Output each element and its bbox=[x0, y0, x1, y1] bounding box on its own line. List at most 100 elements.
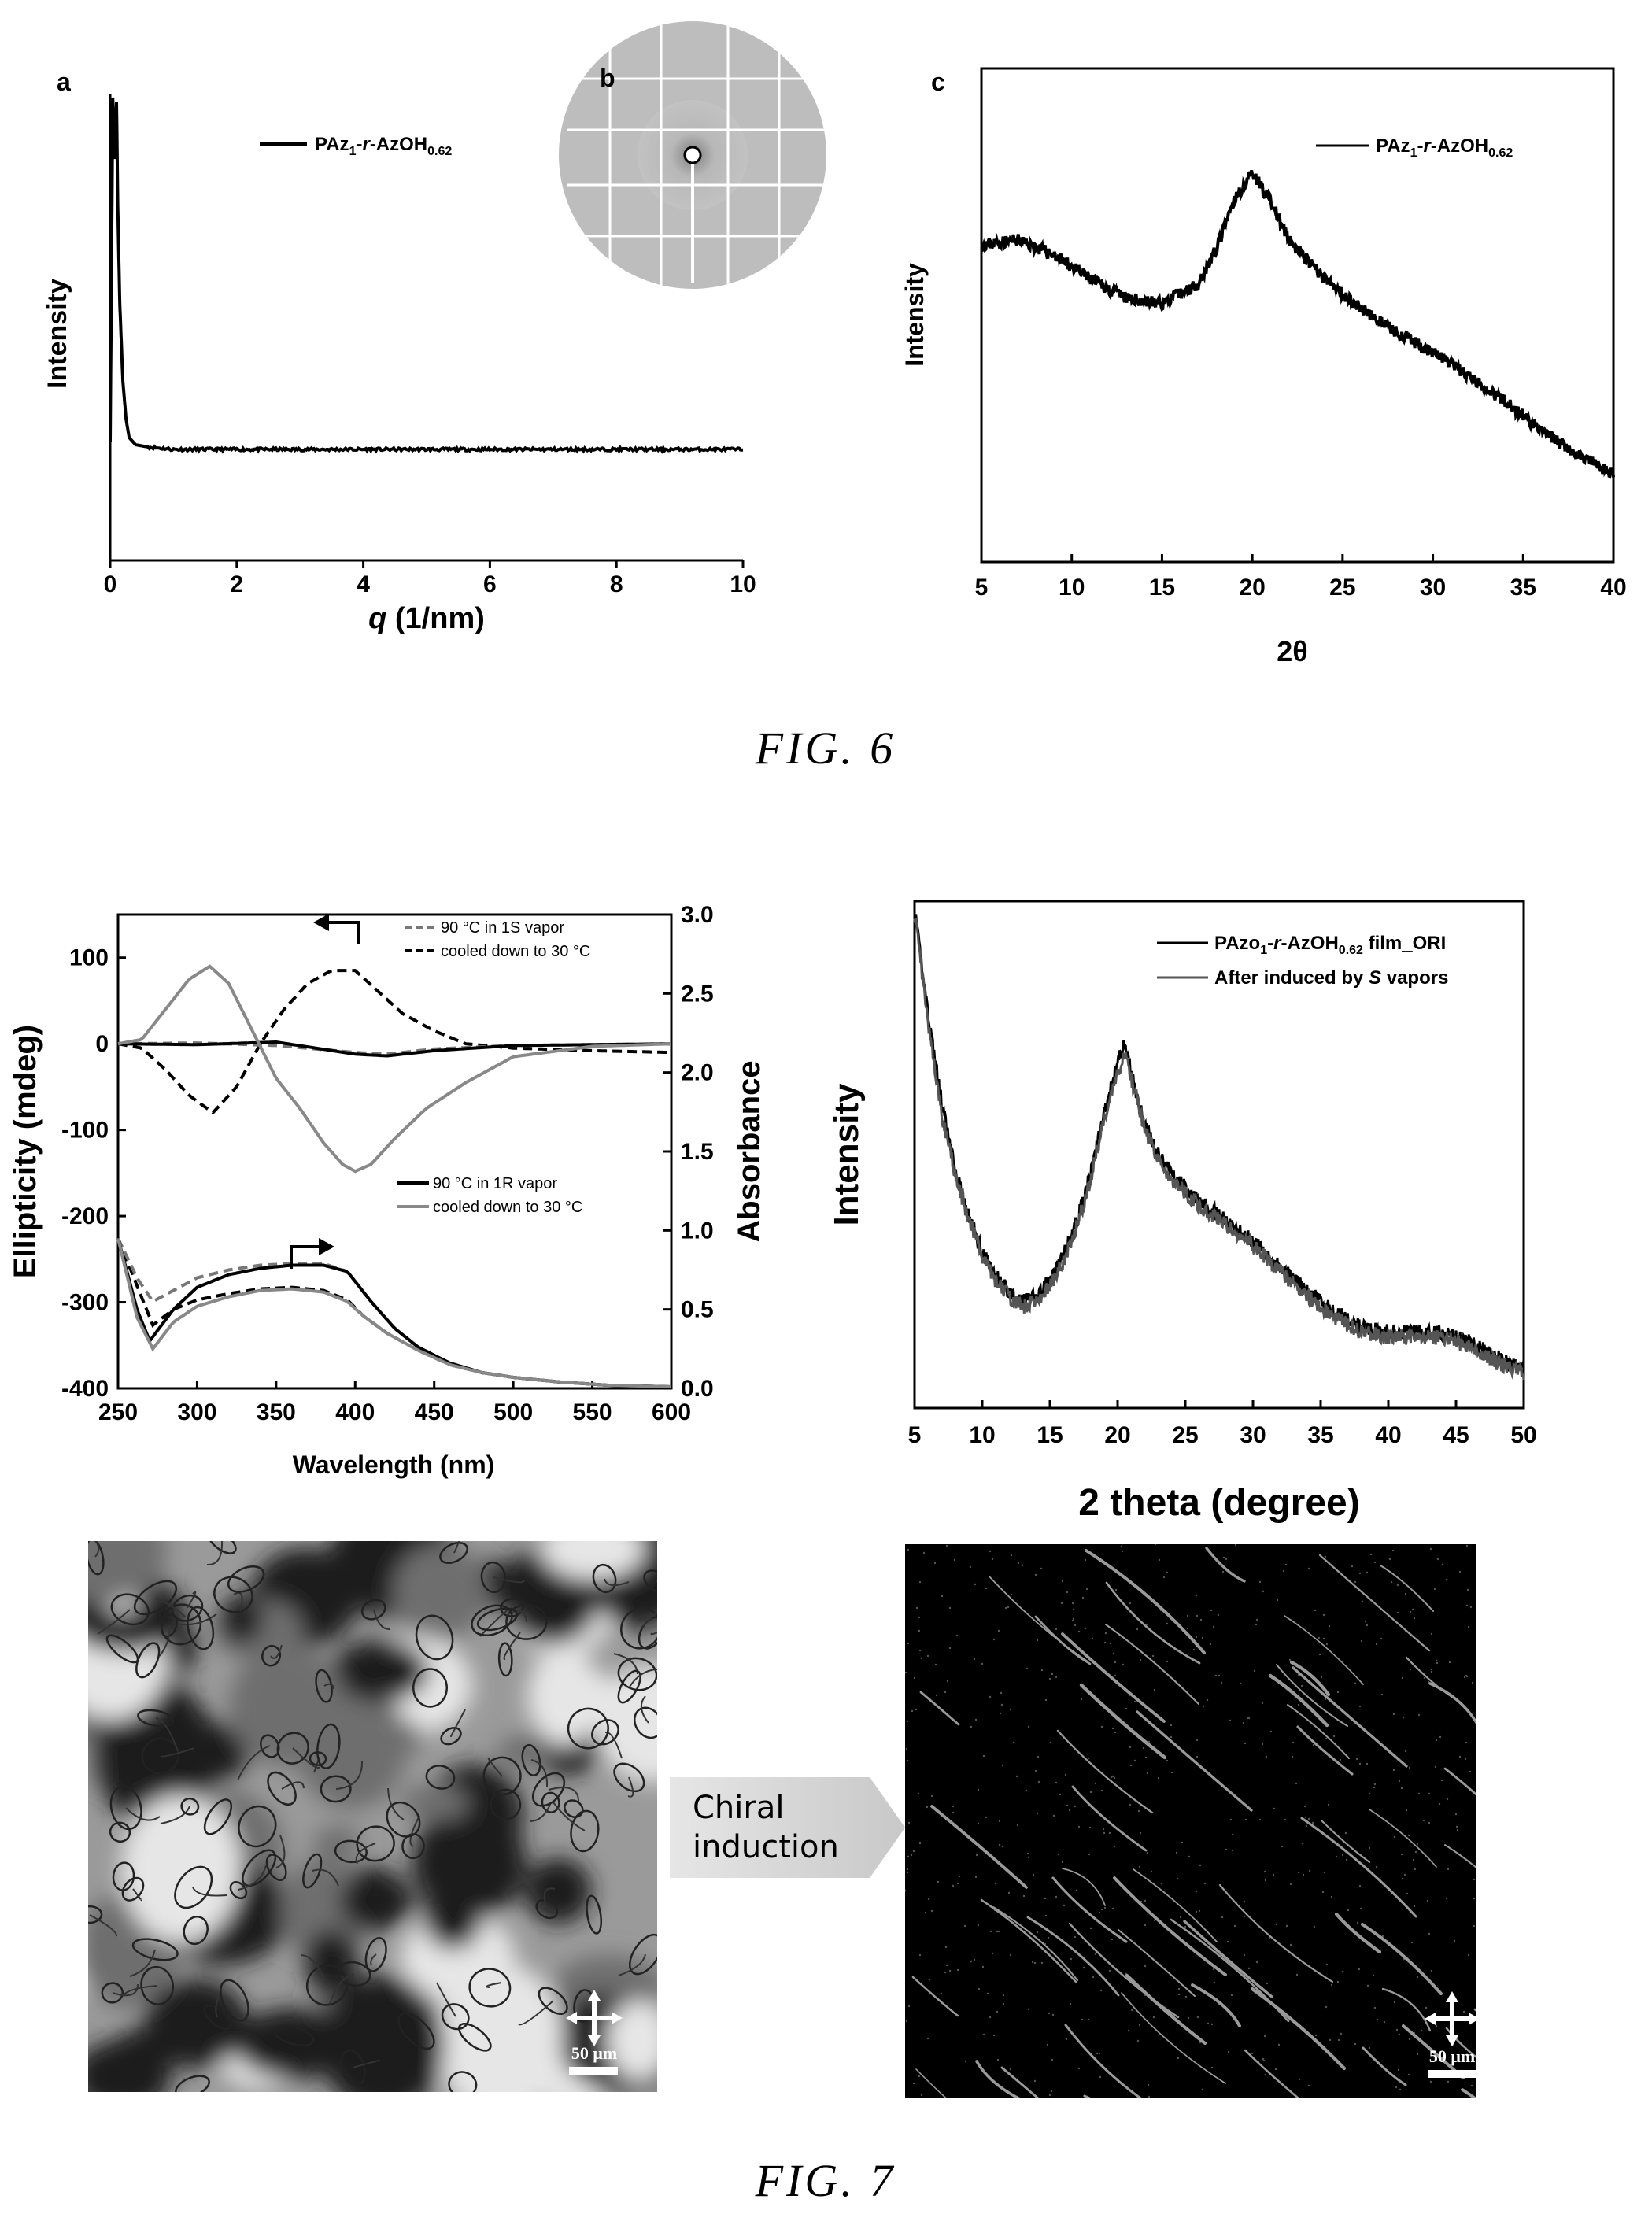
texture-speckle bbox=[1454, 1813, 1458, 1816]
texture-speckle bbox=[1031, 1961, 1034, 1964]
texture-speckle bbox=[1243, 1900, 1246, 1903]
texture-speckle bbox=[1146, 1851, 1149, 1854]
x-cd-tick-label: 300 bbox=[177, 1399, 216, 1425]
texture-speckle bbox=[1064, 1773, 1067, 1776]
focal-conic-streak bbox=[1461, 2088, 1476, 2098]
x-axis-label-xrd7: 2 theta (degree) bbox=[1078, 1482, 1359, 1524]
texture-speckle bbox=[1111, 1907, 1114, 1910]
texture-speckle bbox=[1435, 1659, 1438, 1662]
texture-speckle bbox=[1102, 1828, 1105, 1831]
texture-speckle bbox=[1318, 1636, 1321, 1639]
legend-label-xrd7-1: PAzo1-r-AzOH0.62 film_ORI bbox=[1214, 933, 1446, 957]
disclination-loop bbox=[316, 1723, 341, 1769]
disclination-loop bbox=[620, 1607, 657, 1650]
texture-speckle bbox=[1402, 1716, 1405, 1719]
y-cd-tick-label: -400 bbox=[61, 1376, 109, 1402]
texture-speckle bbox=[1422, 1819, 1425, 1822]
texture-speckle bbox=[1277, 2043, 1281, 2046]
texture-speckle bbox=[1186, 1627, 1189, 1630]
disclination-loop bbox=[586, 1894, 602, 1935]
focal-conic-streak bbox=[1369, 1809, 1437, 1868]
focal-conic-streak bbox=[1104, 1623, 1200, 1706]
texture-speckle bbox=[1210, 2066, 1214, 2069]
texture-speckle bbox=[1243, 1915, 1246, 1918]
texture-speckle bbox=[924, 1911, 927, 1914]
texture-speckle bbox=[1139, 1658, 1142, 1661]
texture-domain bbox=[496, 1736, 552, 1769]
disclination-loop bbox=[617, 1657, 657, 1691]
texture-speckle bbox=[1255, 1961, 1258, 1964]
texture-speckle bbox=[1203, 1882, 1207, 1885]
texture-speckle bbox=[1060, 1602, 1063, 1605]
texture-speckle bbox=[1297, 1703, 1300, 1706]
texture-speckle bbox=[1127, 2029, 1130, 2032]
panel-letter-c: c bbox=[931, 68, 945, 96]
texture-speckle bbox=[1282, 1569, 1285, 1573]
texture-speckle bbox=[906, 1720, 909, 1723]
texture-speckle bbox=[978, 1987, 981, 1990]
texture-speckle bbox=[1448, 1661, 1451, 1664]
disclination-line bbox=[640, 1611, 657, 1629]
texture-speckle bbox=[1130, 2009, 1133, 2012]
texture-speckle bbox=[934, 1663, 937, 1666]
disclination-line bbox=[335, 1760, 364, 1790]
disclination-line bbox=[192, 1887, 227, 1897]
focal-conic-streak bbox=[1113, 1876, 1227, 1976]
texture-speckle bbox=[1324, 1698, 1327, 1701]
x-axis-label-cd: Wavelength (nm) bbox=[293, 1451, 495, 1479]
texture-speckle bbox=[1358, 1705, 1362, 1708]
texture-speckle bbox=[1364, 1620, 1367, 1623]
texture-speckle bbox=[1100, 1908, 1103, 1911]
texture-speckle bbox=[1426, 1899, 1429, 1902]
texture-speckle bbox=[1129, 1602, 1132, 1605]
focal-conic-streak bbox=[1296, 1725, 1354, 1776]
disclination-loop bbox=[541, 1791, 560, 1813]
texture-speckle bbox=[1372, 1974, 1375, 1977]
texture-speckle bbox=[1111, 1727, 1114, 1730]
disclination-loop bbox=[227, 1565, 265, 1593]
disclination-line bbox=[506, 1610, 527, 1623]
texture-speckle bbox=[1347, 1909, 1350, 1912]
y-cd-tick-label: -300 bbox=[61, 1290, 109, 1316]
texture-speckle bbox=[1420, 2029, 1423, 2032]
focal-conic-streak bbox=[1064, 2024, 1142, 2098]
scalebar-right bbox=[1428, 2070, 1476, 2078]
fig6-panel-a: a 0 2 4 6 8 10 PAz1-r-AzOH0.62 Intensity q (1… bbox=[43, 68, 756, 635]
texture-speckle bbox=[905, 1747, 908, 1750]
texture-speckle bbox=[1021, 1564, 1024, 1567]
y2-cd-tick-label: 2.5 bbox=[681, 981, 714, 1007]
texture-speckle bbox=[940, 1992, 943, 1995]
texture-speckle bbox=[1144, 1965, 1147, 1968]
texture-speckle bbox=[1184, 1995, 1188, 1998]
texture-speckle bbox=[1404, 1750, 1407, 1753]
disclination-loop bbox=[320, 1775, 352, 1803]
texture-speckle bbox=[1409, 1668, 1412, 1671]
focal-conic-streak bbox=[1443, 1767, 1476, 1797]
focal-conic-streak bbox=[1071, 1785, 1148, 1852]
disclination-line bbox=[159, 1624, 171, 1657]
focal-conic-streak bbox=[1051, 1876, 1128, 1943]
panel-letter-b: b bbox=[600, 64, 615, 92]
fig7-xrd-panel: 5 10 15 20 25 30 35 40 45 50 PAzo1-r-AzOH0.62 fil… bbox=[827, 900, 1537, 1524]
texture-speckle bbox=[1114, 1588, 1118, 1591]
x-a-tick-label: 8 bbox=[610, 571, 623, 597]
legend-label-cd-top-1: 90 °C in 1S vapor bbox=[441, 919, 564, 937]
texture-speckle bbox=[1414, 1868, 1417, 1871]
texture-speckle bbox=[1154, 1544, 1157, 1546]
texture-speckle bbox=[1393, 1835, 1396, 1839]
texture-speckle bbox=[1298, 2078, 1301, 2081]
texture-speckle bbox=[1373, 1561, 1377, 1564]
disclination-loop bbox=[334, 1839, 368, 1864]
texture-speckle bbox=[1099, 2075, 1102, 2079]
texture-speckle bbox=[918, 1649, 922, 1652]
texture-speckle bbox=[1393, 2001, 1396, 2004]
texture-speckle bbox=[1303, 1805, 1306, 1808]
texture-speckle bbox=[1108, 1831, 1111, 1835]
texture-speckle bbox=[1407, 1834, 1410, 1837]
texture-speckle bbox=[985, 1587, 988, 1590]
disclination-loop bbox=[356, 1825, 395, 1862]
texture-speckle bbox=[1473, 1897, 1476, 1900]
texture-speckle bbox=[1251, 2052, 1254, 2055]
texture-speckle bbox=[1453, 1939, 1456, 1942]
texture-speckle bbox=[1210, 2023, 1214, 2026]
